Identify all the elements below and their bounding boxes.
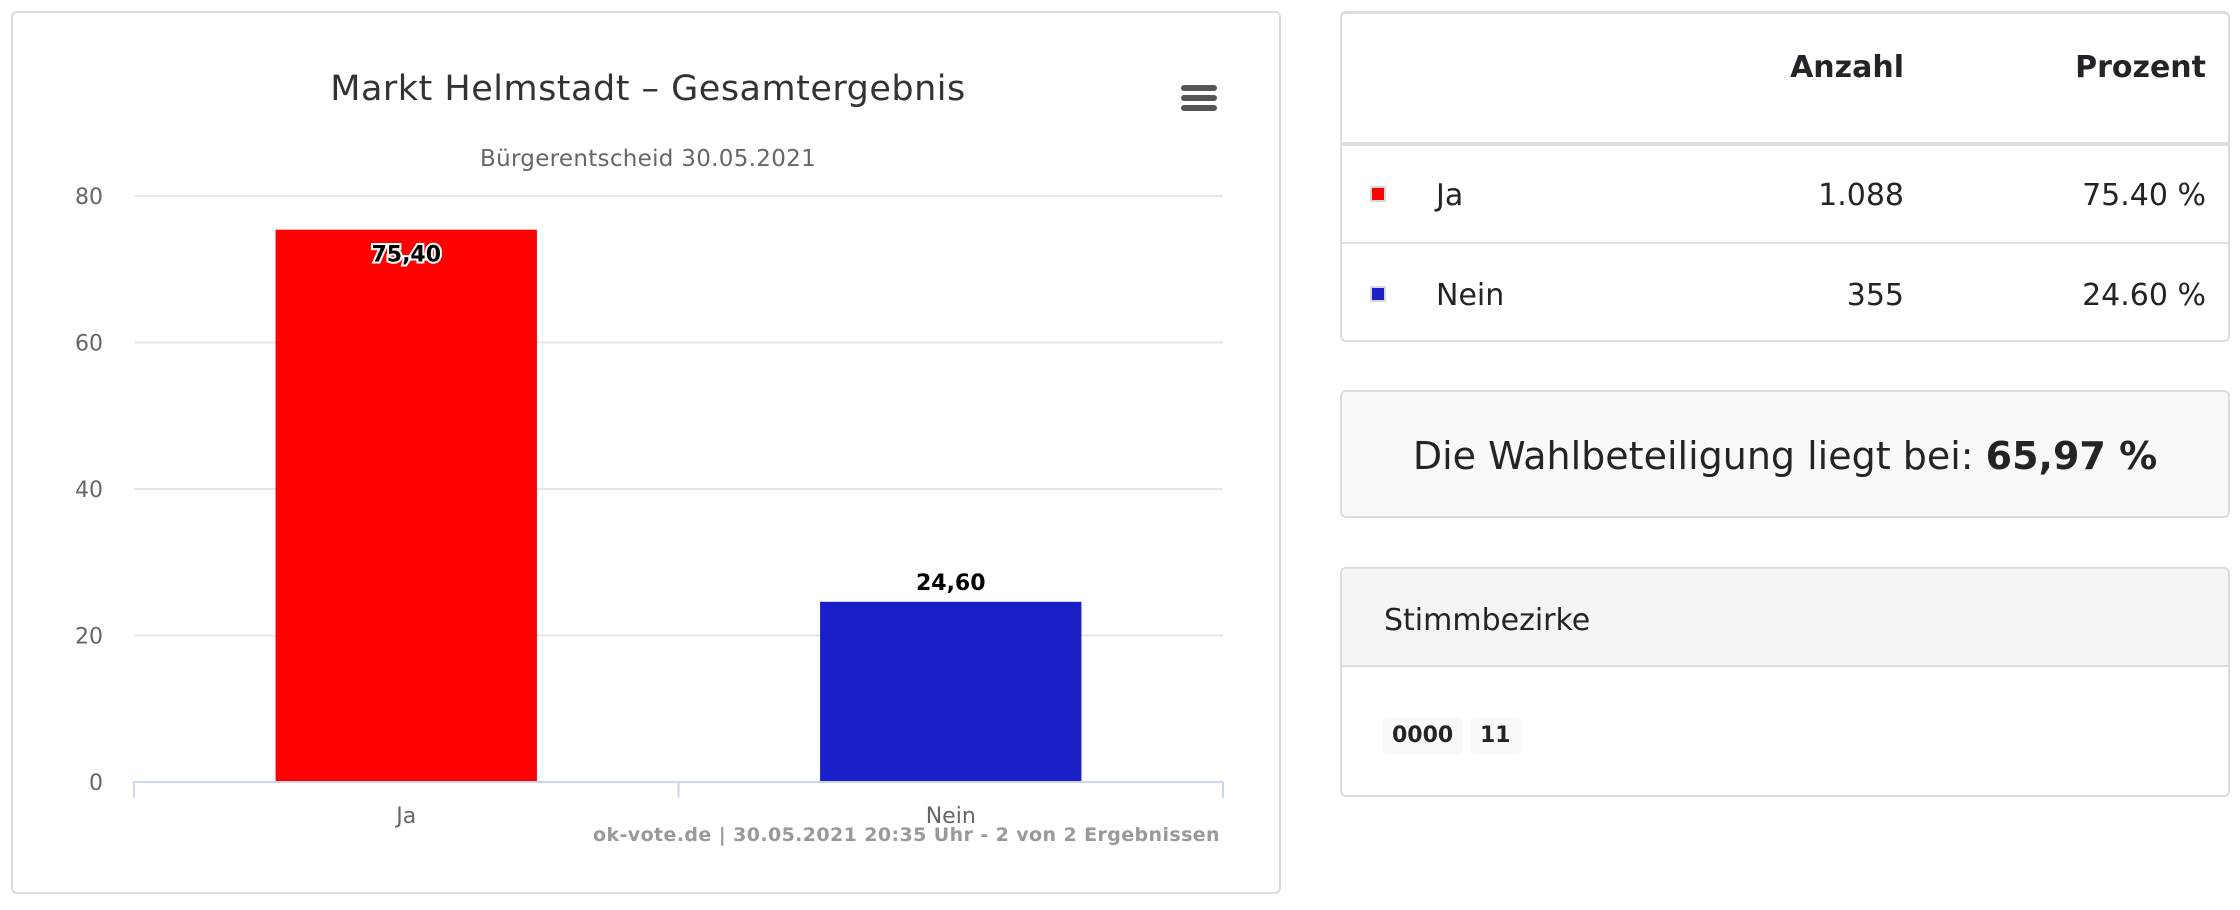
data-label: 75,40 xyxy=(371,243,441,268)
results-table-header: Anzahl Prozent xyxy=(1342,14,2228,146)
districts-header: Stimmbezirke xyxy=(1342,569,2228,667)
row-label: Ja xyxy=(1436,178,1464,213)
district-badge[interactable]: 11 xyxy=(1470,717,1521,755)
bar-ja xyxy=(275,229,537,782)
districts-card: Stimmbezirke 0000 11 xyxy=(1340,567,2230,797)
district-badge[interactable]: 0000 xyxy=(1382,717,1464,755)
color-swatch-nein xyxy=(1370,286,1386,302)
y-tick-label: 0 xyxy=(89,771,103,796)
y-tick-label: 80 xyxy=(75,185,103,210)
chart-title: Markt Helmstadt – Gesamtergebnis xyxy=(330,69,966,109)
row-percent: 75.40 % xyxy=(2082,178,2206,213)
turnout-card: Die Wahlbeteiligung liegt bei: 65,97 % xyxy=(1340,390,2230,518)
bar-chart: 0 20 40 60 80 Ja Nein 75,40 24,60 xyxy=(75,185,1224,829)
row-percent: 24.60 % xyxy=(2082,278,2206,313)
y-axis-ticks: 0 20 40 60 80 xyxy=(75,185,103,796)
y-tick-label: 60 xyxy=(75,332,103,357)
row-count: 1.088 xyxy=(1818,178,1904,213)
y-tick-label: 20 xyxy=(75,625,103,650)
districts-title: Stimmbezirke xyxy=(1384,603,1591,638)
bar-nein xyxy=(820,601,1082,782)
x-tick-label: Nein xyxy=(926,804,976,829)
turnout-label: Die Wahlbeteiligung liegt bei: xyxy=(1412,434,1986,478)
y-tick-label: 40 xyxy=(75,478,103,503)
x-axis: Ja Nein xyxy=(133,781,1224,829)
data-label: 24,60 xyxy=(916,571,986,596)
row-count: 355 xyxy=(1846,278,1904,313)
turnout-text: Die Wahlbeteiligung liegt bei: 65,97 % xyxy=(1342,434,2228,478)
x-tick-label: Ja xyxy=(394,804,416,829)
chart-card: Markt Helmstadt – Gesamtergebnis Bürgere… xyxy=(11,11,1281,894)
table-row: Nein 355 24.60 % xyxy=(1342,246,2228,344)
chart-subtitle: Bürgerentscheid 30.05.2021 xyxy=(480,146,816,172)
chart-credits[interactable]: ok-vote.de | 30.05.2021 20:35 Uhr - 2 vo… xyxy=(593,824,1220,846)
table-row: Ja 1.088 75.40 % xyxy=(1342,146,2228,244)
row-label: Nein xyxy=(1436,278,1505,313)
data-labels: 75,40 24,60 xyxy=(369,241,987,598)
header-count: Anzahl xyxy=(1790,50,1904,85)
turnout-value: 65,97 % xyxy=(1985,434,2158,478)
results-table: Anzahl Prozent Ja 1.088 75.40 % Nein 355… xyxy=(1340,11,2230,342)
color-swatch-ja xyxy=(1370,186,1386,202)
bars xyxy=(275,229,1082,782)
hamburger-menu-icon[interactable] xyxy=(1179,81,1219,115)
header-percent: Prozent xyxy=(2075,50,2206,85)
